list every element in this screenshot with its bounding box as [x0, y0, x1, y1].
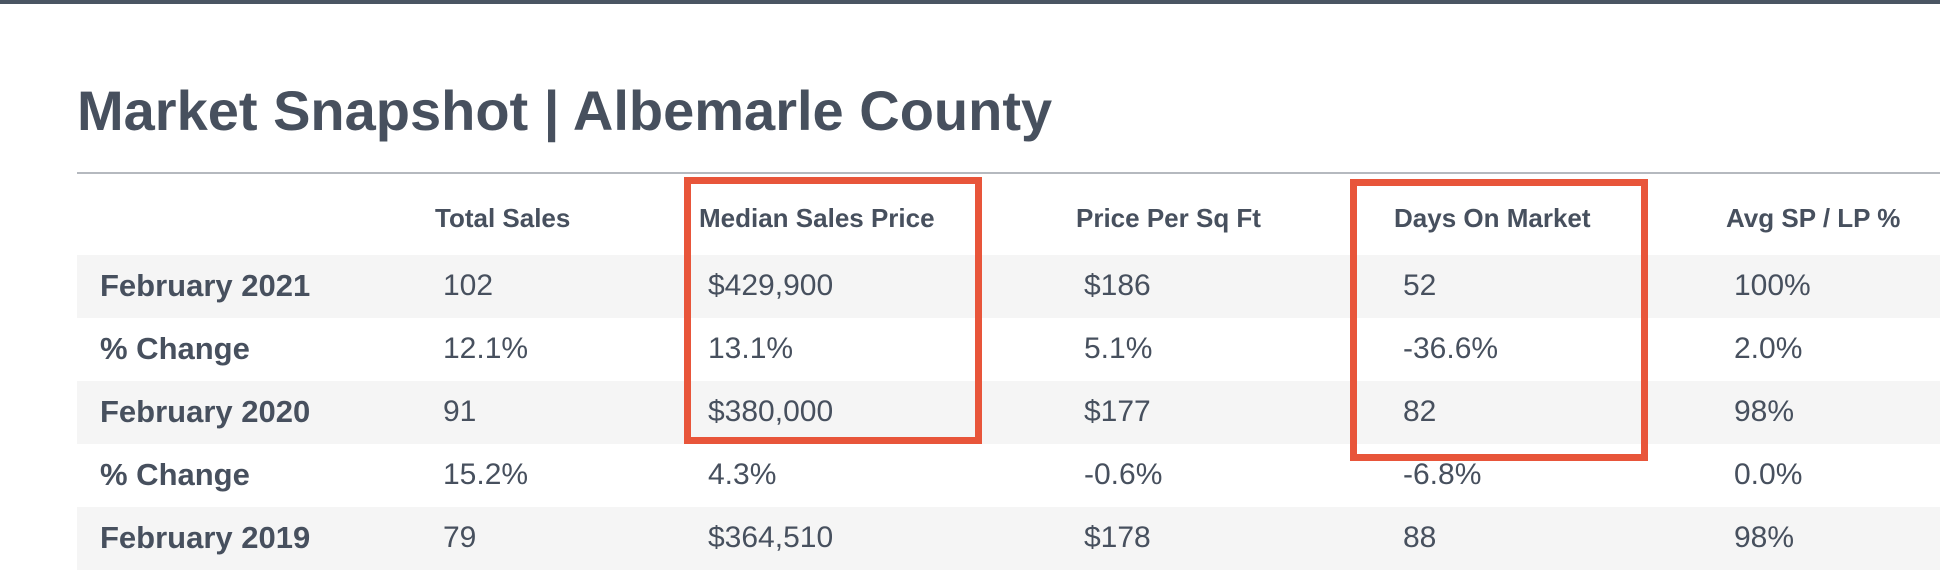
cell-value: 98% [1734, 395, 1795, 428]
row-band [77, 506, 1940, 570]
title: Market Snapshot | Albemarle County [77, 79, 1053, 142]
cell-value: 102 [443, 269, 494, 302]
row-band [77, 254, 1940, 318]
cell-value: 98% [1734, 521, 1795, 554]
cell-value: $186 [1084, 269, 1151, 302]
cell-value: 82 [1403, 395, 1437, 428]
cell-value: 13.1% [708, 332, 794, 365]
cell-value: -36.6% [1403, 332, 1499, 365]
cell-value: $178 [1084, 521, 1151, 554]
highlight-box [1350, 179, 1648, 461]
cell-value: $177 [1084, 395, 1151, 428]
cell-value: 52 [1403, 269, 1437, 302]
cell-value: -6.8% [1403, 458, 1482, 491]
cell-value: 15.2% [443, 458, 529, 491]
cell-value: 0.0% [1734, 458, 1803, 491]
cell-value: $364,510 [708, 521, 834, 554]
top-bar [0, 0, 1940, 4]
row-label: February 2019 [100, 520, 311, 555]
column-header: Median Sales Price [699, 203, 935, 233]
cell-value: -0.6% [1084, 458, 1163, 491]
cell-value: 88 [1403, 521, 1437, 554]
cell-value: 79 [443, 521, 477, 554]
divider [77, 172, 1940, 174]
column-header: Days On Market [1394, 203, 1591, 233]
cell-value: 5.1% [1084, 332, 1153, 365]
row-band [77, 380, 1940, 444]
row-label: % Change [100, 457, 250, 492]
column-header: Avg SP / LP % [1726, 203, 1901, 233]
cell-value: 2.0% [1734, 332, 1803, 365]
column-header: Total Sales [435, 203, 571, 233]
cell-value: $429,900 [708, 269, 834, 302]
cell-value: 4.3% [708, 458, 777, 491]
cell-value: 91 [443, 395, 477, 428]
row-label: February 2020 [100, 394, 311, 429]
row-label: % Change [100, 331, 250, 366]
cell-value: 100% [1734, 269, 1811, 302]
highlight-box [684, 177, 982, 444]
cell-value: $380,000 [708, 395, 834, 428]
cell-value: 12.1% [443, 332, 529, 365]
row-label: February 2021 [100, 268, 311, 303]
column-header: Price Per Sq Ft [1076, 203, 1261, 233]
